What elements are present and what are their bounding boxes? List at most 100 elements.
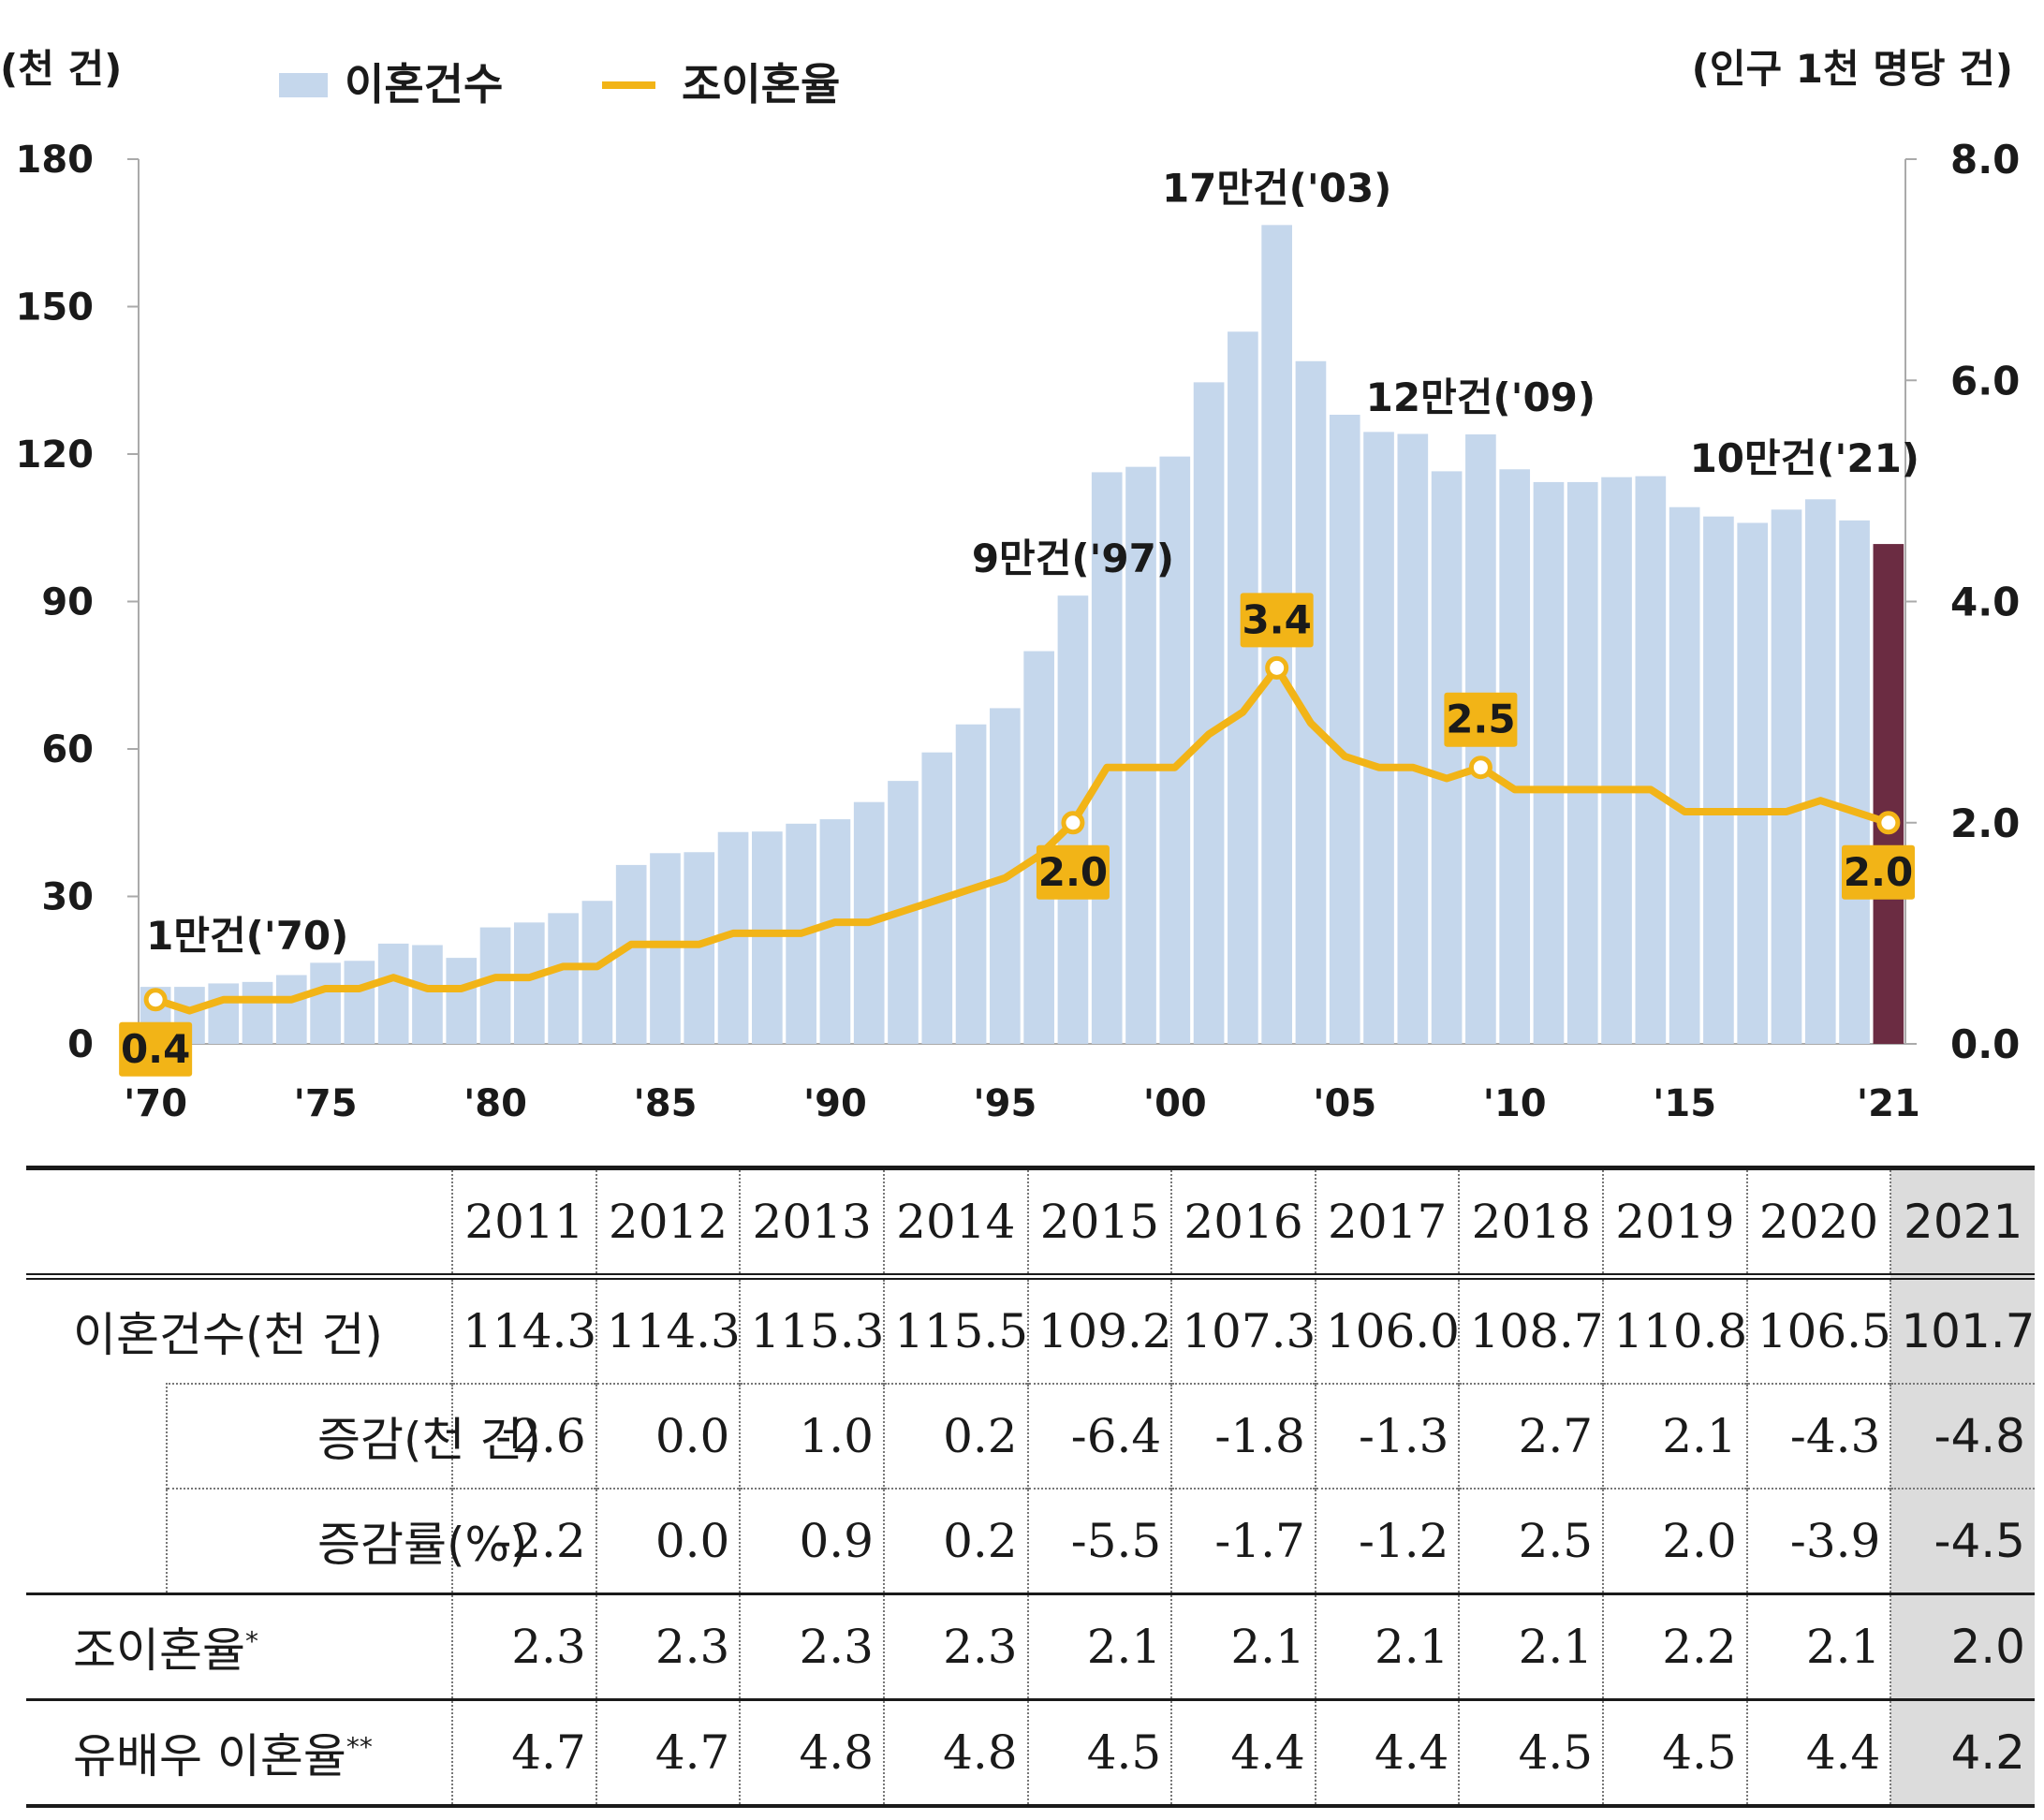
x-tick-label: '05 xyxy=(1313,1082,1376,1125)
axes: 0 30 60 90 120 150 180 0.0 2.0 4.0 6.0 8.0 '70 '75 '80… xyxy=(16,137,2021,1125)
bar xyxy=(1601,477,1632,1044)
table-cell: 101.7 xyxy=(1890,1276,2035,1384)
rate-callout-label: 2.0 xyxy=(1844,849,1913,895)
table-indent-cell xyxy=(26,1489,167,1594)
table-year-header: 2020 xyxy=(1745,1166,1891,1280)
rate-callout-box xyxy=(1444,692,1518,747)
x-tick-label: '75 xyxy=(294,1082,358,1125)
table-cell: -1.3 xyxy=(1314,1383,1460,1489)
table-row-label: 증감(천 건) xyxy=(166,1383,541,1489)
table-cell: 114.3 xyxy=(451,1276,596,1384)
table-row-label-text: 유배우 이혼율 xyxy=(73,1729,346,1783)
bar xyxy=(1703,516,1734,1044)
table-year-header: 2013 xyxy=(739,1166,884,1280)
table-cell: 0.2 xyxy=(882,1383,1028,1489)
bar xyxy=(1159,456,1191,1044)
bar xyxy=(513,922,545,1044)
table-year-header: 2015 xyxy=(1026,1166,1172,1280)
table-row: 증감(천 건) -2.6 0.0 1.0 0.2 -6.4 -1.8 -1.3 2.7 2.1 -4… xyxy=(26,1383,2035,1489)
table-indent-cell xyxy=(26,1384,167,1489)
bar xyxy=(1228,331,1258,1044)
right-tick-label: 0.0 xyxy=(1950,1021,2020,1067)
table-cell: 2.3 xyxy=(595,1592,741,1700)
table-header-row: 2011 2012 2013 2014 2015 2016 2017 2018 2019 2020… xyxy=(26,1166,2035,1280)
table-cell: 106.0 xyxy=(1314,1276,1460,1384)
legend: 이혼건수 조이혼율 xyxy=(279,59,840,110)
statistics-table: 2011 2012 2013 2014 2015 2016 2017 2018 2019 2020… xyxy=(26,1166,2035,1808)
table-cell: 110.8 xyxy=(1602,1276,1747,1384)
table-year-header: 2012 xyxy=(595,1166,741,1280)
table-cell: -4.3 xyxy=(1745,1383,1891,1489)
rate-marker xyxy=(1468,756,1493,780)
table-cell: 4.8 xyxy=(882,1698,1028,1808)
table-cell: 2.3 xyxy=(739,1592,884,1700)
table-cell: 2.7 xyxy=(1458,1383,1604,1489)
table-row-label: 유배우 이혼율** xyxy=(26,1698,453,1808)
bar xyxy=(581,901,613,1044)
table-cell: 2.2 xyxy=(1602,1592,1747,1700)
bar xyxy=(752,831,783,1044)
table-cell: 0.2 xyxy=(882,1488,1028,1594)
table-year-header: 2016 xyxy=(1170,1166,1316,1280)
table-cell: 4.5 xyxy=(1602,1698,1747,1808)
rate-callout-box xyxy=(1036,844,1110,900)
table-cell: 2.1 xyxy=(1314,1592,1460,1700)
right-tick-label: 8.0 xyxy=(1950,137,2020,183)
table-cell: 106.5 xyxy=(1745,1276,1891,1384)
table-cell: 2.3 xyxy=(882,1592,1028,1700)
stats-table-grid: 2011 2012 2013 2014 2015 2016 2017 2018 2019 2020… xyxy=(26,1166,2035,1808)
table-cell: -4.8 xyxy=(1890,1383,2035,1489)
x-tick-label: '10 xyxy=(1483,1082,1547,1125)
rate-callout-label: 0.4 xyxy=(121,1026,190,1072)
divorce-peak-label: 1만건('70) xyxy=(146,913,348,959)
table-year-header: 2017 xyxy=(1314,1166,1460,1280)
bar xyxy=(1125,466,1156,1044)
rate-callout-label: 2.5 xyxy=(1446,697,1515,742)
bar xyxy=(1363,432,1394,1044)
table-corner xyxy=(26,1166,453,1280)
table-cell: 2.1 xyxy=(1170,1592,1316,1700)
table-cell: 2.0 xyxy=(1890,1592,2035,1700)
table-cell: 4.5 xyxy=(1026,1698,1172,1808)
table-year-header: 2011 xyxy=(451,1166,596,1280)
bar xyxy=(1737,522,1769,1044)
table-cell: -2.6 xyxy=(451,1383,596,1489)
table-row: 증감률(%) -2.2 0.0 0.9 0.2 -5.5 -1.7 -1.2 2.5 2.0 -3.… xyxy=(26,1488,2035,1594)
x-tick-label: '15 xyxy=(1653,1082,1716,1125)
bar xyxy=(1533,481,1565,1044)
rate-callout-box xyxy=(1842,844,1915,900)
bar xyxy=(1329,415,1360,1044)
table-row-label: 이혼건수(천 건) xyxy=(26,1277,452,1385)
table-year-header: 2021 xyxy=(1890,1166,2035,1280)
table-cell: 4.4 xyxy=(1745,1698,1891,1808)
bar xyxy=(1566,481,1598,1044)
table-cell: -4.5 xyxy=(1890,1488,2035,1594)
bar xyxy=(1635,476,1667,1044)
bar xyxy=(1431,471,1463,1044)
table-cell: -5.5 xyxy=(1026,1488,1172,1594)
table-row: 유배우 이혼율** 4.7 4.7 4.8 4.8 4.5 4.4 4.4 4.5 4.5 4.4 4… xyxy=(26,1698,2035,1808)
rate-marker xyxy=(143,988,168,1012)
table-cell: 108.7 xyxy=(1458,1276,1604,1384)
bar xyxy=(1669,506,1700,1044)
divorce-peak-label: 12만건('09) xyxy=(1366,374,1595,420)
table-cell: 4.7 xyxy=(595,1698,741,1808)
table-cell: -6.4 xyxy=(1026,1383,1172,1489)
bar xyxy=(310,962,341,1044)
bar xyxy=(1499,469,1531,1044)
bar xyxy=(377,943,409,1044)
table-cell: 2.1 xyxy=(1026,1592,1172,1700)
table-cell: 2.5 xyxy=(1458,1488,1604,1594)
legend-bar-label: 이혼건수 xyxy=(345,59,503,110)
divorce-peak-label: 17만건('03) xyxy=(1162,165,1391,211)
table-cell: -2.2 xyxy=(451,1488,596,1594)
rate-marker xyxy=(1265,655,1289,680)
rate-marker xyxy=(1061,811,1085,835)
bar xyxy=(819,819,851,1044)
table-row: 이혼건수(천 건) 114.3 114.3 115.3 115.5 109.2 107.3 1… xyxy=(26,1276,2035,1385)
x-tick-label: '00 xyxy=(1143,1082,1207,1125)
table-cell: 4.4 xyxy=(1170,1698,1316,1808)
bar xyxy=(1091,472,1123,1044)
bars xyxy=(140,225,1904,1045)
legend-bar-swatch xyxy=(279,73,328,97)
